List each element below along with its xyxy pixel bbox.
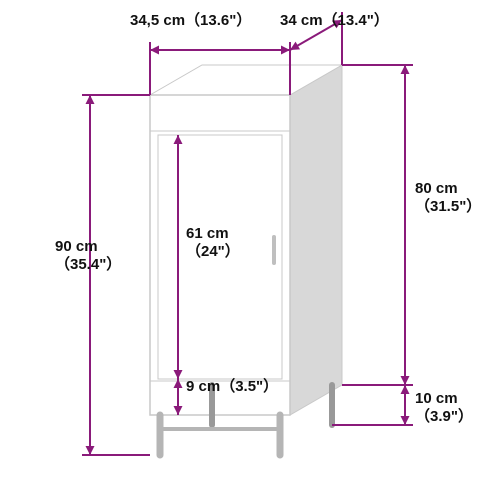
dim-leg: 10 cm （3.9"） [415, 390, 473, 426]
diagram-stage: 34,5 cm（13.6"） 34 cm（13.4"） 90 cm （35.4"… [0, 0, 500, 500]
dim-plinth: 9 cm（3.5"） [186, 378, 278, 396]
dim-height-right: 80 cm （31.5"） [415, 180, 481, 216]
dim-top-width-depth: 34 cm（13.4"） [280, 12, 389, 30]
dim-height-left: 90 cm （35.4"） [55, 238, 121, 274]
dim-top-width-front: 34,5 cm（13.6"） [130, 12, 251, 30]
dim-height-door: 61 cm （24"） [186, 225, 240, 261]
